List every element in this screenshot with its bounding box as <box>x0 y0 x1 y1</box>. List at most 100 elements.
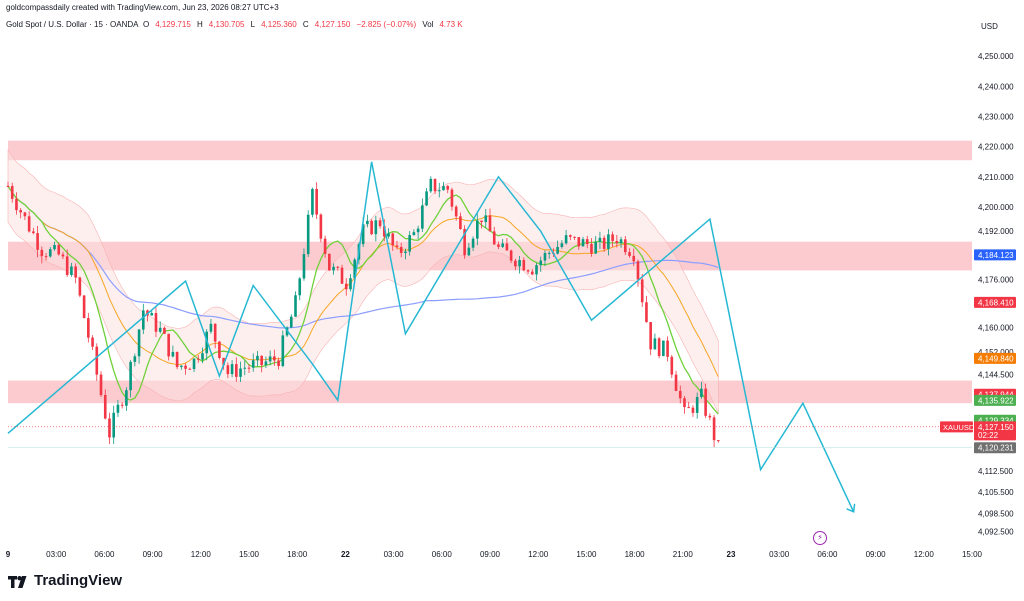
y-axis-tick-label: 4,112.500 <box>978 467 1014 476</box>
candle-body <box>569 235 572 237</box>
candle-body <box>251 360 255 368</box>
chart-credit: goldcompassdaily created with TradingVie… <box>6 3 279 12</box>
symbol-tag <box>940 421 973 433</box>
candle-body <box>492 231 496 245</box>
candle-body <box>708 415 712 418</box>
candle-body <box>48 249 52 257</box>
candle-body <box>95 346 99 375</box>
candle-body <box>607 234 610 249</box>
candle-body <box>53 245 56 250</box>
candle-body <box>336 266 340 268</box>
candle-body <box>632 255 636 262</box>
candle-body <box>340 267 344 284</box>
x-axis-tick-label: 06:00 <box>817 550 838 559</box>
tradingview-logo-text: TradingView <box>34 572 123 589</box>
candle-body <box>171 351 175 357</box>
candle-body <box>522 259 526 271</box>
candle-body <box>556 246 559 254</box>
candle-body <box>353 259 357 279</box>
x-axis-tick-label: 18:00 <box>625 550 646 559</box>
y-axis-tick-label: 4,105.500 <box>978 488 1014 497</box>
candle-body <box>662 340 665 357</box>
candle-body <box>501 243 504 247</box>
candle-body <box>628 252 631 256</box>
x-axis-tick-label: 03:00 <box>384 550 405 559</box>
candle-body <box>497 244 500 247</box>
candle-body <box>239 368 242 377</box>
candle-body <box>446 186 450 190</box>
candle-body <box>112 412 116 438</box>
candle-body <box>226 365 230 375</box>
x-axis-tick-label: 22 <box>341 550 350 559</box>
candle-body <box>137 329 141 357</box>
candle-body <box>180 365 183 368</box>
candle-body <box>678 390 682 399</box>
candle-body <box>674 374 678 391</box>
candle-body <box>243 367 247 369</box>
candle-body <box>268 356 272 362</box>
candle-body <box>387 233 390 237</box>
price-label-text: 4,149.840 <box>978 354 1014 363</box>
candle-body <box>539 260 543 266</box>
candle-body <box>87 318 90 338</box>
candle-body <box>666 340 669 357</box>
candle-body <box>602 237 606 249</box>
candle-body <box>302 254 306 279</box>
candle-body <box>615 241 619 244</box>
candle-body <box>695 396 699 413</box>
y-axis-tick-label: 4,240.000 <box>978 82 1014 91</box>
y-axis-tick-label: 4,144.500 <box>978 371 1014 380</box>
candle-body <box>32 231 35 234</box>
candle-body <box>391 233 395 246</box>
y-axis-tick-label: 4,220.000 <box>978 143 1014 152</box>
candle-body <box>344 283 348 290</box>
candle-body <box>167 333 170 357</box>
candle-body <box>442 186 445 191</box>
candle-body <box>649 322 652 350</box>
candle-body <box>222 357 225 366</box>
candle-body <box>514 260 517 267</box>
candle-body <box>704 388 707 416</box>
candle-body <box>82 295 86 319</box>
x-axis-tick-label: 15:00 <box>239 550 260 559</box>
zigzag-pattern <box>7 161 855 513</box>
x-axis-tick-label: 06:00 <box>94 550 115 559</box>
candle-body <box>399 246 403 254</box>
tradingview-logo[interactable]: TradingView <box>8 572 122 589</box>
candle-body <box>158 327 162 332</box>
candle-body <box>361 224 365 245</box>
candle-body <box>471 238 475 248</box>
candle-body <box>294 295 297 317</box>
candle-body <box>61 254 65 257</box>
candle-body <box>404 251 407 254</box>
candle-body <box>484 215 488 223</box>
x-axis-tick-label: 21:00 <box>673 550 694 559</box>
price-label <box>974 442 1016 454</box>
volume-value: 4.73 K <box>439 20 463 29</box>
candle-body <box>670 356 674 375</box>
y-axis-tick-label: 4,230.000 <box>978 112 1014 121</box>
candle-body <box>543 252 547 261</box>
open-value: 4,129.715 <box>155 20 191 29</box>
lightning-icon[interactable]: ⚡ <box>813 531 827 545</box>
candle-body <box>408 235 411 252</box>
long-moving-average <box>7 185 719 329</box>
candle-body <box>196 358 200 360</box>
candle-body <box>273 356 276 361</box>
candle-body <box>154 313 158 332</box>
candle-body <box>150 313 154 316</box>
candle-body <box>74 266 77 278</box>
candle-body <box>70 266 73 275</box>
candle-body <box>450 189 454 207</box>
candle-body <box>332 266 335 271</box>
volume-label: Vol <box>422 20 434 29</box>
candle-body <box>6 185 10 187</box>
candle-body <box>264 361 268 366</box>
candle-body <box>437 190 441 192</box>
candle-body <box>65 256 69 275</box>
candle-body <box>416 228 420 233</box>
candle-body <box>349 278 352 290</box>
x-axis-tick-label: 12:00 <box>528 550 549 559</box>
candle-body <box>488 215 492 232</box>
